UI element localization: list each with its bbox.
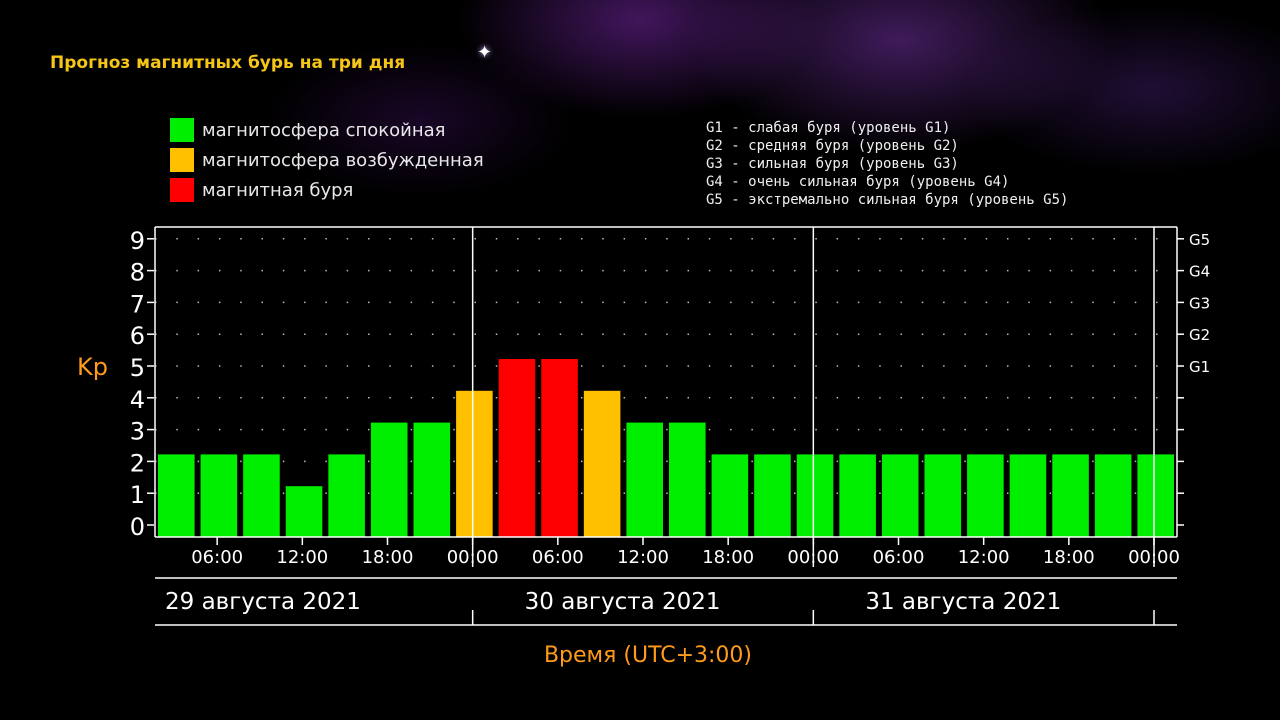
legend-swatch-quiet xyxy=(170,118,194,142)
y-tick-label: 8 xyxy=(130,259,145,287)
kp-bar xyxy=(328,454,365,537)
kp-bar xyxy=(796,454,834,537)
kp-bar xyxy=(924,454,962,537)
g-tick-label: G3 xyxy=(1189,294,1210,312)
y-tick-label: 2 xyxy=(130,449,145,477)
g-level-item: G4 - очень сильная буря (уровень G4) xyxy=(706,174,1010,190)
kp-bar xyxy=(967,454,1004,537)
g-tick-label: G1 xyxy=(1189,358,1210,376)
kp-bar xyxy=(881,454,919,537)
kp-bar xyxy=(669,422,706,537)
x-tick-label: 06:00 xyxy=(532,547,584,568)
y-tick-label: 7 xyxy=(130,290,145,318)
x-tick-label: 00:00 xyxy=(447,547,499,568)
g-level-item: G5 - экстремально сильная буря (уровень … xyxy=(706,192,1069,208)
date-label: 31 августа 2021 xyxy=(865,589,1061,615)
legend-item-storm: магнитная буря xyxy=(170,178,353,202)
kp-bar xyxy=(498,359,536,537)
x-tick-label: 18:00 xyxy=(702,547,754,568)
x-tick-label: 06:00 xyxy=(873,547,925,568)
legend-label-active: магнитосфера возбужденная xyxy=(202,149,484,171)
g-tick-label: G4 xyxy=(1189,263,1210,281)
y-tick-label: 3 xyxy=(130,418,145,446)
kp-bar xyxy=(1009,454,1047,537)
legend-swatch-active xyxy=(170,148,194,172)
kp-bar xyxy=(413,422,451,537)
x-tick-label: 00:00 xyxy=(787,547,839,568)
legend-swatch-storm xyxy=(170,178,194,202)
kp-bar xyxy=(541,359,578,537)
g-level-item: G2 - средняя буря (уровень G2) xyxy=(706,138,959,154)
kp-bar xyxy=(754,454,791,537)
g-level-item: G1 - слабая буря (уровень G1) xyxy=(706,120,951,136)
legend-label-quiet: магнитосфера спокойная xyxy=(202,119,446,141)
kp-bar xyxy=(456,390,493,537)
legend-item-quiet: магнитосфера спокойная xyxy=(170,118,445,142)
kp-bar xyxy=(158,454,195,537)
y-tick-label: 0 xyxy=(130,513,145,541)
legend-item-active: магнитосфера возбужденная xyxy=(170,148,484,172)
star-icon: ✦ xyxy=(477,42,493,63)
x-tick-label: 18:00 xyxy=(362,547,414,568)
x-axis-label: Время (UTC+3:00) xyxy=(544,643,752,668)
g-tick-label: G2 xyxy=(1189,326,1210,344)
y-tick-label: 4 xyxy=(130,386,145,414)
y-tick-label: 1 xyxy=(130,481,145,509)
kp-bar xyxy=(1094,454,1132,537)
kp-bar xyxy=(243,454,280,537)
g-level-item: G3 - сильная буря (уровень G3) xyxy=(706,156,959,172)
y-tick-label: 9 xyxy=(130,227,145,255)
date-label: 30 августа 2021 xyxy=(525,589,721,615)
kp-bar xyxy=(583,390,621,537)
x-tick-label: 12:00 xyxy=(617,547,669,568)
y-tick-label: 5 xyxy=(130,354,145,382)
space-background xyxy=(0,0,1280,230)
kp-bar xyxy=(626,422,663,537)
x-tick-label: 12:00 xyxy=(958,547,1010,568)
x-tick-label: 00:00 xyxy=(1128,547,1180,568)
y-axis-label: Kp xyxy=(77,353,108,381)
kp-bar xyxy=(285,486,323,537)
kp-bar xyxy=(711,454,749,537)
y-tick-label: 6 xyxy=(130,322,145,350)
chart-title: Прогноз магнитных бурь на три дня xyxy=(50,53,406,73)
kp-bar xyxy=(839,454,876,537)
date-label: 29 августа 2021 xyxy=(165,589,361,615)
kp-bar xyxy=(370,422,408,537)
legend-label-storm: магнитная буря xyxy=(202,179,354,201)
kp-bar xyxy=(1052,454,1089,537)
x-tick-label: 18:00 xyxy=(1043,547,1095,568)
kp-bar xyxy=(1137,454,1174,537)
x-tick-label: 12:00 xyxy=(276,547,328,568)
x-tick-label: 06:00 xyxy=(191,547,243,568)
g-levels-legend: G1 - слабая буря (уровень G1) G2 - средн… xyxy=(706,119,1068,209)
g-tick-label: G5 xyxy=(1189,231,1210,249)
kp-bar xyxy=(200,454,238,537)
